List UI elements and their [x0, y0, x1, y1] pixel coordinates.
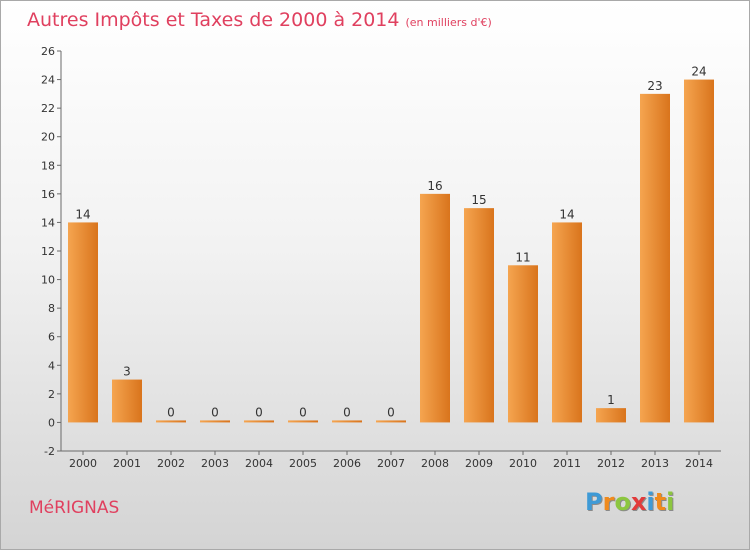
- y-tick-label: 16: [41, 188, 55, 201]
- data-label: 0: [343, 405, 351, 419]
- unit-label: (en milliers d'€): [405, 16, 492, 29]
- bar: [244, 420, 274, 423]
- bar: [596, 408, 626, 423]
- bar: [420, 193, 450, 423]
- data-label: 23: [647, 79, 662, 93]
- logo-letter: r: [602, 488, 615, 516]
- x-tick-label: 2002: [157, 457, 185, 470]
- data-label: 14: [559, 207, 574, 221]
- logo-letter: P: [585, 488, 603, 516]
- y-tick-label: 12: [41, 245, 55, 258]
- x-tick-label: 2009: [465, 457, 493, 470]
- bar: [332, 420, 362, 423]
- bar: [552, 222, 582, 423]
- x-tick-label: 2013: [641, 457, 669, 470]
- x-tick-label: 2011: [553, 457, 581, 470]
- data-label: 0: [167, 405, 175, 419]
- bar: [376, 420, 406, 423]
- x-tick-label: 2005: [289, 457, 317, 470]
- data-label: 11: [515, 250, 530, 264]
- bar: [288, 420, 318, 423]
- data-label: 15: [471, 193, 486, 207]
- bar: [112, 379, 142, 423]
- y-tick-label: 24: [41, 74, 55, 87]
- bar: [508, 265, 538, 423]
- city-name: MéRIGNAS: [29, 498, 120, 518]
- x-tick-label: 2001: [113, 457, 141, 470]
- y-tick-label: 20: [41, 131, 55, 144]
- y-tick-label: 18: [41, 159, 55, 172]
- x-tick-label: 2000: [69, 457, 97, 470]
- y-tick-label: 8: [48, 302, 55, 315]
- data-label: 16: [427, 179, 442, 193]
- logo-letter: i: [646, 488, 655, 516]
- logo-letter: t: [654, 488, 667, 516]
- data-label: 0: [387, 405, 395, 419]
- bar: [156, 420, 186, 423]
- x-tick-label: 2003: [201, 457, 229, 470]
- x-tick-label: 2004: [245, 457, 273, 470]
- x-tick-label: 2010: [509, 457, 537, 470]
- x-tick-label: 2007: [377, 457, 405, 470]
- bar: [464, 208, 494, 423]
- data-label: 14: [75, 207, 90, 221]
- data-label: 1: [607, 393, 615, 407]
- y-tick-label: 2: [48, 388, 55, 401]
- x-tick-label: 2014: [685, 457, 713, 470]
- data-label: 0: [255, 405, 263, 419]
- logo-letter: x: [630, 488, 647, 516]
- data-label: 0: [299, 405, 307, 419]
- title-text: Autres Impôts et Taxes de 2000 à 2014: [27, 9, 400, 31]
- bar: [200, 420, 230, 423]
- y-tick-label: 14: [41, 216, 55, 229]
- y-tick-label: 4: [48, 359, 55, 372]
- logo-letter: o: [614, 488, 631, 516]
- y-tick-label: -2: [44, 445, 55, 458]
- chart-title: Autres Impôts et Taxes de 2000 à 2014 (en…: [27, 9, 492, 31]
- y-tick-label: 10: [41, 274, 55, 287]
- bar: [684, 79, 714, 423]
- data-label: 0: [211, 405, 219, 419]
- y-tick-label: 26: [41, 45, 55, 58]
- data-label: 24: [691, 65, 706, 79]
- y-tick-label: 6: [48, 331, 55, 344]
- y-tick-label: 22: [41, 102, 55, 115]
- bar: [640, 93, 670, 423]
- x-tick-label: 2008: [421, 457, 449, 470]
- x-tick-label: 2006: [333, 457, 361, 470]
- bar: [68, 222, 98, 423]
- proxiti-logo[interactable]: Proxiti: [585, 488, 674, 516]
- y-tick-label: 0: [48, 416, 55, 429]
- data-label: 3: [123, 365, 131, 379]
- x-tick-label: 2012: [597, 457, 625, 470]
- logo-letter: i: [666, 488, 675, 516]
